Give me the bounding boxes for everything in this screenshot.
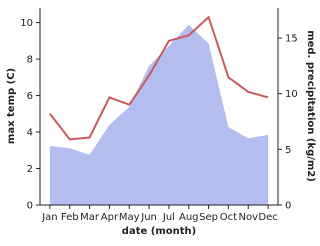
x-tick-label: Dec: [258, 212, 277, 223]
x-tick-label: Jun: [140, 212, 157, 223]
y2-tick-label: 10: [285, 89, 298, 100]
y-tick-label: 2: [27, 164, 33, 175]
y-tick-label: 0: [27, 201, 33, 212]
x-tick-label: Feb: [61, 212, 79, 223]
y-axis-label: max temp (C): [6, 68, 17, 144]
y2-tick-label: 5: [285, 145, 291, 156]
y-tick-label: 6: [27, 91, 33, 102]
y-tick-label: 10: [20, 18, 33, 29]
precipitation-area: [49, 24, 269, 205]
x-tick-label: Nov: [238, 212, 258, 223]
x-tick-label: May: [119, 212, 140, 223]
x-tick-label: Mar: [80, 212, 100, 223]
y2-tick-label: 15: [285, 34, 298, 45]
x-axis-label: date (month): [122, 226, 196, 237]
x-tick-label: Oct: [220, 212, 237, 223]
chart: date (month) max temp (C) med. precipita…: [6, 8, 316, 237]
y2-axis-label: med. precipitation (kg/m2): [305, 30, 316, 182]
x-tick-label: Jul: [162, 212, 175, 223]
x-tick-label: Aug: [179, 212, 199, 223]
y-tick-label: 8: [27, 55, 33, 66]
x-tick-label: Jan: [41, 212, 57, 223]
y-tick-label: 4: [27, 128, 33, 139]
x-tick-label: Sep: [199, 212, 218, 223]
y2-tick-label: 0: [285, 201, 291, 212]
x-tick-label: Apr: [101, 212, 119, 223]
temperature-line: [49, 15, 269, 141]
